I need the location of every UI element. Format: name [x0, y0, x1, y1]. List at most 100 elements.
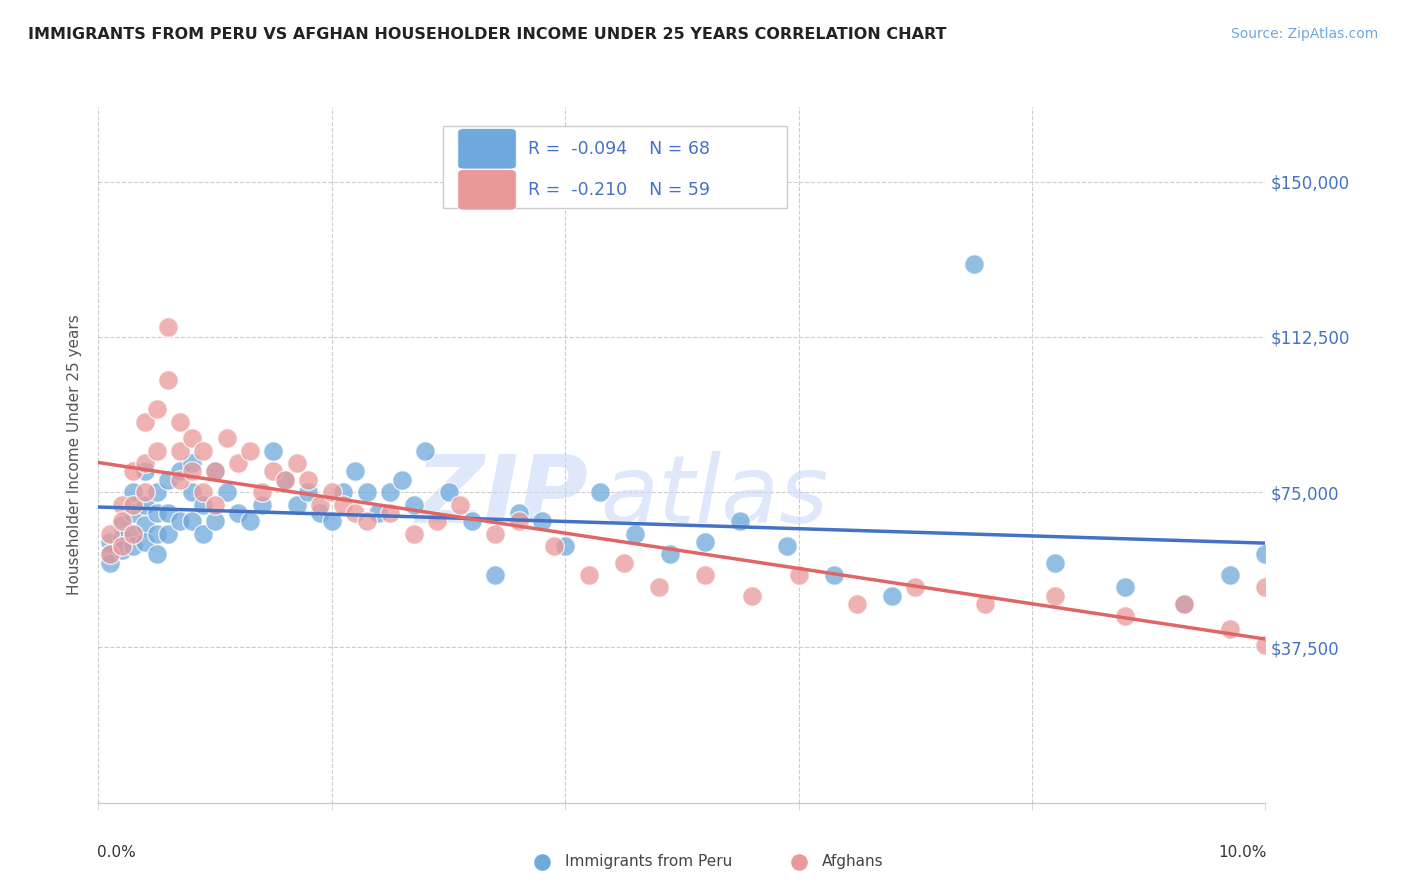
Point: [659, 547, 682, 561]
Point: [204, 498, 226, 512]
Point: [204, 514, 226, 528]
Point: [823, 568, 845, 582]
Point: [204, 465, 226, 479]
Point: [344, 465, 367, 479]
Point: [356, 514, 378, 528]
Point: [239, 443, 262, 458]
Point: [193, 498, 215, 512]
Point: [367, 506, 389, 520]
Point: [413, 443, 436, 458]
Point: [157, 473, 180, 487]
Point: [215, 485, 238, 500]
Text: R =  -0.094    N = 68: R = -0.094 N = 68: [527, 140, 710, 158]
Point: [530, 514, 553, 528]
Point: [962, 257, 984, 271]
Point: [309, 498, 332, 512]
Point: [1114, 581, 1136, 595]
Point: [111, 539, 134, 553]
Point: [1045, 556, 1067, 570]
Point: [543, 539, 565, 553]
Point: [437, 485, 460, 500]
Point: [146, 526, 169, 541]
Point: [845, 597, 868, 611]
Point: [344, 506, 367, 520]
Point: [1114, 609, 1136, 624]
Point: [904, 581, 927, 595]
Point: [402, 526, 425, 541]
Point: [122, 485, 145, 500]
Point: [146, 443, 169, 458]
Text: Source: ZipAtlas.com: Source: ZipAtlas.com: [1230, 27, 1378, 41]
Point: [461, 514, 484, 528]
Point: [695, 568, 717, 582]
Point: [157, 526, 180, 541]
Point: [111, 531, 134, 545]
Point: [274, 473, 297, 487]
Point: [122, 506, 145, 520]
Point: [1219, 622, 1241, 636]
Point: [787, 568, 810, 582]
Point: [193, 485, 215, 500]
Point: [180, 465, 202, 479]
Point: [426, 514, 449, 528]
Point: [193, 526, 215, 541]
Point: [134, 465, 156, 479]
Point: [98, 547, 121, 561]
Point: [880, 589, 903, 603]
Point: [378, 485, 402, 500]
Point: [1045, 589, 1067, 603]
Point: [146, 485, 169, 500]
Point: [250, 498, 273, 512]
Text: Afghans: Afghans: [823, 855, 883, 870]
Point: [180, 485, 202, 500]
Point: [157, 373, 180, 387]
FancyBboxPatch shape: [458, 169, 516, 210]
Point: [193, 443, 215, 458]
Point: [169, 514, 191, 528]
Point: [484, 526, 506, 541]
Point: [974, 597, 997, 611]
Point: [1173, 597, 1195, 611]
Text: R =  -0.210    N = 59: R = -0.210 N = 59: [527, 181, 710, 199]
Point: [134, 415, 156, 429]
Point: [508, 506, 530, 520]
Point: [285, 456, 308, 470]
Point: [449, 498, 471, 512]
Point: [146, 402, 169, 417]
Point: [215, 431, 238, 445]
Point: [180, 431, 202, 445]
Point: [122, 539, 145, 553]
Point: [274, 473, 297, 487]
Point: [169, 465, 191, 479]
FancyBboxPatch shape: [458, 128, 516, 169]
Point: [391, 473, 413, 487]
Point: [297, 485, 319, 500]
Point: [122, 526, 145, 541]
FancyBboxPatch shape: [443, 126, 787, 208]
Point: [321, 485, 343, 500]
Point: [134, 535, 156, 549]
Point: [134, 456, 156, 470]
Point: [98, 526, 121, 541]
Point: [169, 415, 191, 429]
Point: [98, 556, 121, 570]
Point: [228, 456, 250, 470]
Point: [239, 514, 262, 528]
Point: [402, 498, 425, 512]
Point: [1173, 597, 1195, 611]
Point: [228, 506, 250, 520]
Point: [262, 465, 284, 479]
Point: [1219, 568, 1241, 582]
Point: [1254, 581, 1277, 595]
Point: [134, 498, 156, 512]
Point: [578, 568, 600, 582]
Point: [111, 543, 134, 558]
Point: [111, 518, 134, 533]
Point: [180, 456, 202, 470]
Point: [180, 514, 202, 528]
Point: [250, 485, 273, 500]
Point: [508, 514, 530, 528]
Point: [146, 506, 169, 520]
Point: [484, 568, 506, 582]
Point: [98, 535, 121, 549]
